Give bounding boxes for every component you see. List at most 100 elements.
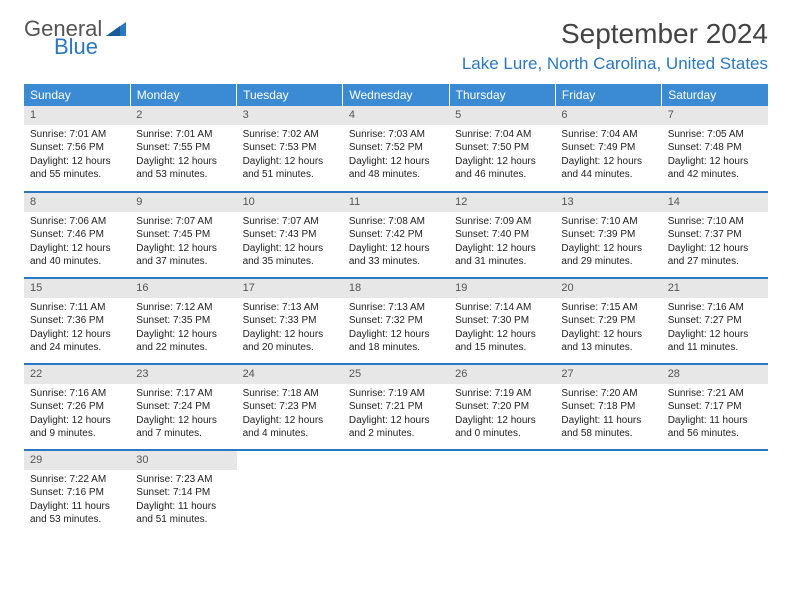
sunset-line: Sunset: 7:21 PM: [349, 400, 443, 414]
calendar-day: .: [343, 450, 449, 536]
sunset-line: Sunset: 7:37 PM: [668, 228, 762, 242]
daylight-line: Daylight: 12 hours and 9 minutes.: [30, 414, 124, 441]
daylight-line: Daylight: 12 hours and 22 minutes.: [136, 328, 230, 355]
day-body: Sunrise: 7:17 AMSunset: 7:24 PMDaylight:…: [130, 384, 236, 445]
sunrise-line: Sunrise: 7:02 AM: [243, 128, 337, 142]
day-number: 22: [24, 365, 130, 384]
sunset-line: Sunset: 7:49 PM: [561, 141, 655, 155]
sunset-line: Sunset: 7:16 PM: [30, 486, 124, 500]
day-body: Sunrise: 7:09 AMSunset: 7:40 PMDaylight:…: [449, 212, 555, 273]
day-header: Friday: [555, 84, 661, 106]
day-number: 26: [449, 365, 555, 384]
calendar-day: 27Sunrise: 7:20 AMSunset: 7:18 PMDayligh…: [555, 364, 661, 450]
sunset-line: Sunset: 7:42 PM: [349, 228, 443, 242]
calendar-day: 17 Sunrise: 7:13 AMSunset: 7:33 PMDayligh…: [237, 278, 343, 364]
sunset-line: Sunset: 7:48 PM: [668, 141, 762, 155]
sunrise-line: Sunrise: 7:17 AM: [136, 387, 230, 401]
calendar-day: 1Sunrise: 7:01 AMSunset: 7:56 PMDaylight…: [24, 106, 130, 192]
logo-text-bottom: Blue: [54, 36, 98, 58]
day-number: 4: [343, 106, 449, 125]
sunrise-line: Sunrise: 7:16 AM: [668, 301, 762, 315]
calendar-day: 28Sunrise: 7:21 AMSunset: 7:17 PMDayligh…: [662, 364, 768, 450]
day-header: Tuesday: [237, 84, 343, 106]
day-body: Sunrise: 7:23 AMSunset: 7:14 PMDaylight:…: [130, 470, 236, 531]
sunrise-line: Sunrise: 7:03 AM: [349, 128, 443, 142]
sunrise-line: Sunrise: 7:13 AM: [243, 301, 337, 315]
sunrise-line: Sunrise: 7:13 AM: [349, 301, 443, 315]
day-number: 21: [662, 279, 768, 298]
sunset-line: Sunset: 7:14 PM: [136, 486, 230, 500]
sunset-line: Sunset: 7:55 PM: [136, 141, 230, 155]
day-number: 30: [130, 451, 236, 470]
day-body: Sunrise: 7:15 AMSunset: 7:29 PMDaylight:…: [555, 298, 661, 359]
day-number: 23: [130, 365, 236, 384]
daylight-line: Daylight: 12 hours and 11 minutes.: [668, 328, 762, 355]
daylight-line: Daylight: 11 hours and 58 minutes.: [561, 414, 655, 441]
daylight-line: Daylight: 12 hours and 0 minutes.: [455, 414, 549, 441]
day-number: 6: [555, 106, 661, 125]
calendar-day: 23Sunrise: 7:17 AMSunset: 7:24 PMDayligh…: [130, 364, 236, 450]
sunset-line: Sunset: 7:26 PM: [30, 400, 124, 414]
calendar-day: 9Sunrise: 7:07 AMSunset: 7:45 PMDaylight…: [130, 192, 236, 278]
day-number: 10: [237, 193, 343, 212]
sunset-line: Sunset: 7:18 PM: [561, 400, 655, 414]
calendar-day: 22 Sunrise: 7:16 AMSunset: 7:26 PMDayligh…: [24, 364, 130, 450]
daylight-line: Daylight: 12 hours and 40 minutes.: [30, 242, 124, 269]
day-body: Sunrise: 7:07 AMSunset: 7:45 PMDaylight:…: [130, 212, 236, 273]
daylight-line: Daylight: 12 hours and 33 minutes.: [349, 242, 443, 269]
sunrise-line: Sunrise: 7:06 AM: [30, 215, 124, 229]
sunset-line: Sunset: 7:17 PM: [668, 400, 762, 414]
location: Lake Lure, North Carolina, United States: [462, 54, 768, 74]
sunrise-line: Sunrise: 7:04 AM: [561, 128, 655, 142]
day-number: 7: [662, 106, 768, 125]
day-body: Sunrise: 7:03 AMSunset: 7:52 PMDaylight:…: [343, 125, 449, 186]
day-body: Sunrise: 7:19 AMSunset: 7:21 PMDaylight:…: [343, 384, 449, 445]
calendar-day: 26Sunrise: 7:19 AMSunset: 7:20 PMDayligh…: [449, 364, 555, 450]
day-header: Saturday: [662, 84, 768, 106]
daylight-line: Daylight: 12 hours and 42 minutes.: [668, 155, 762, 182]
day-body: Sunrise: 7:04 AMSunset: 7:49 PMDaylight:…: [555, 125, 661, 186]
daylight-line: Daylight: 12 hours and 18 minutes.: [349, 328, 443, 355]
calendar-week: 8Sunrise: 7:06 AMSunset: 7:46 PMDaylight…: [24, 192, 768, 278]
daylight-line: Daylight: 12 hours and 20 minutes.: [243, 328, 337, 355]
calendar-day: 5Sunrise: 7:04 AMSunset: 7:50 PMDaylight…: [449, 106, 555, 192]
calendar-day: .: [662, 450, 768, 536]
sunset-line: Sunset: 7:50 PM: [455, 141, 549, 155]
sunset-line: Sunset: 7:43 PM: [243, 228, 337, 242]
daylight-line: Daylight: 12 hours and 55 minutes.: [30, 155, 124, 182]
calendar-day: .: [555, 450, 661, 536]
day-number: 17: [237, 279, 343, 298]
daylight-line: Daylight: 12 hours and 46 minutes.: [455, 155, 549, 182]
day-body: Sunrise: 7:21 AMSunset: 7:17 PMDaylight:…: [662, 384, 768, 445]
calendar-day: 12Sunrise: 7:09 AMSunset: 7:40 PMDayligh…: [449, 192, 555, 278]
sunset-line: Sunset: 7:33 PM: [243, 314, 337, 328]
sunrise-line: Sunrise: 7:16 AM: [30, 387, 124, 401]
sunset-line: Sunset: 7:52 PM: [349, 141, 443, 155]
daylight-line: Daylight: 12 hours and 48 minutes.: [349, 155, 443, 182]
calendar-day: 14Sunrise: 7:10 AMSunset: 7:37 PMDayligh…: [662, 192, 768, 278]
day-number: 12: [449, 193, 555, 212]
day-body: Sunrise: 7:07 AMSunset: 7:43 PMDaylight:…: [237, 212, 343, 273]
calendar-week: 15Sunrise: 7:11 AMSunset: 7:36 PMDayligh…: [24, 278, 768, 364]
calendar-day: 18Sunrise: 7:13 AMSunset: 7:32 PMDayligh…: [343, 278, 449, 364]
sunset-line: Sunset: 7:27 PM: [668, 314, 762, 328]
calendar-day: 20Sunrise: 7:15 AMSunset: 7:29 PMDayligh…: [555, 278, 661, 364]
day-body: Sunrise: 7:01 AMSunset: 7:56 PMDaylight:…: [24, 125, 130, 186]
sunrise-line: Sunrise: 7:11 AM: [30, 301, 124, 315]
daylight-line: Daylight: 11 hours and 53 minutes.: [30, 500, 124, 527]
day-body: Sunrise: 7:04 AMSunset: 7:50 PMDaylight:…: [449, 125, 555, 186]
logo: General Blue: [24, 18, 126, 58]
calendar-day: 29Sunrise: 7:22 AMSunset: 7:16 PMDayligh…: [24, 450, 130, 536]
sunrise-line: Sunrise: 7:07 AM: [243, 215, 337, 229]
day-body: Sunrise: 7:14 AMSunset: 7:30 PMDaylight:…: [449, 298, 555, 359]
day-body: Sunrise: 7:20 AMSunset: 7:18 PMDaylight:…: [555, 384, 661, 445]
day-number: 1: [24, 106, 130, 125]
day-body: Sunrise: 7:08 AMSunset: 7:42 PMDaylight:…: [343, 212, 449, 273]
sunset-line: Sunset: 7:39 PM: [561, 228, 655, 242]
sunrise-line: Sunrise: 7:01 AM: [136, 128, 230, 142]
day-body: Sunrise: 7:11 AMSunset: 7:36 PMDaylight:…: [24, 298, 130, 359]
calendar-day: 11Sunrise: 7:08 AMSunset: 7:42 PMDayligh…: [343, 192, 449, 278]
daylight-line: Daylight: 12 hours and 13 minutes.: [561, 328, 655, 355]
daylight-line: Daylight: 11 hours and 51 minutes.: [136, 500, 230, 527]
calendar-day: 15Sunrise: 7:11 AMSunset: 7:36 PMDayligh…: [24, 278, 130, 364]
